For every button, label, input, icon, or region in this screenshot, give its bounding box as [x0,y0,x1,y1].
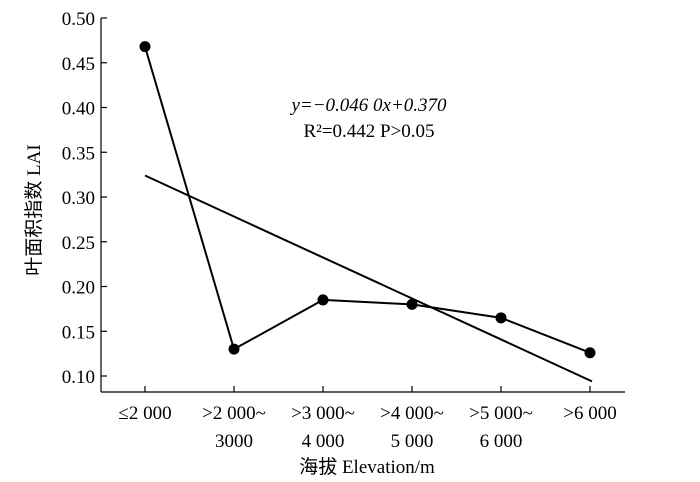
y-tick-label: 0.25 [62,233,95,254]
y-tick-label: 0.20 [62,278,95,299]
y-tick-label: 0.10 [62,367,95,388]
x-tick-label: ≤2 000 [118,403,171,424]
x-tick-label-line2: 4 000 [302,431,345,452]
regression-equation: y=−0.046 0x+0.370 [289,95,447,116]
x-axis-label: 海拔 Elevation/m [299,456,435,478]
y-tick-label: 0.50 [62,9,95,30]
data-point [139,41,151,53]
y-tick-label: 0.45 [62,54,95,75]
y-axis-label: 叶面积指数 LAI [23,144,45,275]
data-point [228,343,240,355]
series-line [144,46,591,354]
y-tick-label: 0.30 [62,188,95,209]
data-point [406,298,418,310]
trendline-layer [144,174,593,383]
y-tick-label: 0.40 [62,99,95,120]
x-tick-label: >6 000 [563,403,616,424]
data-point [317,294,329,306]
series-layer [139,41,596,359]
x-tick-label-line2: 3000 [215,431,253,452]
x-tick-label: >3 000~ [291,403,355,424]
x-tick-label: >4 000~ [380,403,444,424]
y-ticks: 0.10 0.15 0.20 0.25 0.30 0.35 0.40 0.45 0.50 [62,9,107,388]
y-tick-label: 0.35 [62,143,95,164]
trendline [144,174,593,383]
y-tick-label: 0.15 [62,322,95,343]
data-point [495,312,507,324]
data-point [584,347,596,359]
x-tick-label: >2 000~ [202,403,266,424]
x-ticks: ≤2 000 >2 000~ 3000 >3 000~ 4 000 >4 000~ 5 00… [118,386,617,452]
x-tick-label-line2: 5 000 [391,431,434,452]
regression-stats: R²=0.442 P>0.05 [303,121,434,142]
x-tick-label: >5 000~ [469,403,533,424]
x-tick-label-line2: 6 000 [480,431,523,452]
